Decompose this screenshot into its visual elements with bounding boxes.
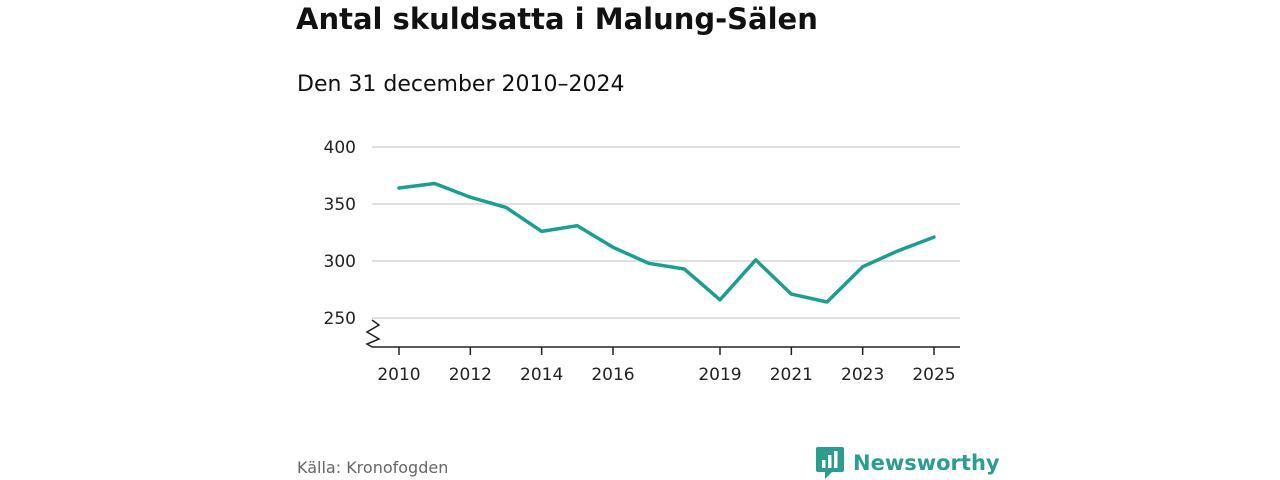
chart-title: Antal skuldsatta i Malung-Sälen [296,2,818,36]
chart-subtitle: Den 31 december 2010–2024 [297,72,625,97]
x-tick-label-2014: 2014 [520,365,563,385]
x-tick-labels: 2010 2012 2014 2016 2019 2021 2023 2025 [377,365,955,385]
series-line-0 [397,181,936,304]
y-tick-label-300: 300 [324,252,356,272]
grid-lines [372,146,960,319]
x-tick-label-2021: 2021 [770,365,813,385]
source-note: Källa: Kronofogden [297,458,449,477]
x-tick-label-2016: 2016 [591,365,634,385]
x-tick-label-2019: 2019 [698,365,741,385]
x-tick-label-2025: 2025 [912,365,955,385]
brand-name: Newsworthy [853,451,1000,475]
y-tick-labels: 250 300 350 400 [324,138,356,329]
bar-chart-logo-icon [816,447,844,479]
y-tick-label-350: 350 [324,195,356,215]
x-tick-label-2010: 2010 [377,365,420,385]
series-layer [397,181,936,304]
y-axis-break [365,319,381,348]
x-axis [372,346,960,355]
axis-break-zigzag [365,319,381,348]
y-tick-label-400: 400 [324,138,356,158]
brand-logo: Newsworthy [815,446,1000,480]
y-tick-label-250: 250 [324,309,356,329]
line-chart: 250 300 350 400 2010 2012 2014 2016 2019 2021 202… [324,138,960,385]
x-tick-label-2012: 2012 [449,365,492,385]
x-tick-label-2023: 2023 [841,365,884,385]
